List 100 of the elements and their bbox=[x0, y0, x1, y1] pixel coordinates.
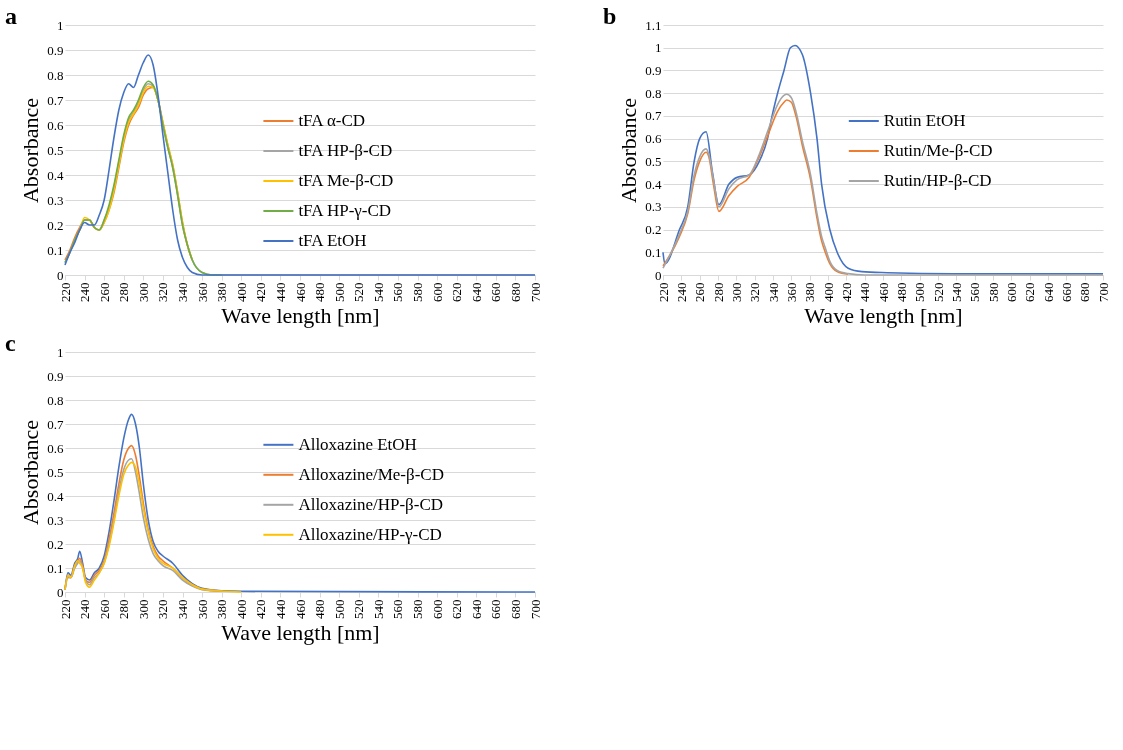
y-tick-label: 0.5 bbox=[47, 464, 64, 480]
y-axis-title: Absorbance bbox=[18, 419, 44, 526]
x-tick-label: 560 bbox=[967, 282, 983, 302]
legend-label: Alloxazine EtOH bbox=[298, 434, 417, 454]
x-tick-label: 360 bbox=[783, 282, 799, 302]
x-tick-label: 540 bbox=[370, 599, 386, 619]
x-tick-label: 360 bbox=[194, 282, 210, 302]
x-tick-label: 380 bbox=[214, 599, 230, 619]
x-tick-label: 320 bbox=[155, 599, 171, 619]
y-tick-label: 1 bbox=[57, 344, 64, 360]
x-tick-label: 280 bbox=[116, 282, 132, 302]
legend-label: tFA HP-β-CD bbox=[298, 141, 393, 160]
x-tick-label: 460 bbox=[875, 282, 891, 302]
y-tick-label: 0 bbox=[57, 584, 64, 600]
chart-title: c bbox=[5, 330, 16, 356]
x-tick-label: 460 bbox=[292, 599, 308, 619]
x-tick-label: 700 bbox=[527, 599, 543, 619]
y-tick-label: 0.6 bbox=[47, 440, 64, 456]
y-tick-label: 1 bbox=[655, 40, 662, 56]
y-tick-label: 0.9 bbox=[47, 368, 64, 384]
x-tick-label: 260 bbox=[96, 599, 112, 619]
x-tick-label: 400 bbox=[233, 282, 249, 302]
x-tick-label: 340 bbox=[765, 282, 781, 302]
y-tick-label: 0.9 bbox=[47, 42, 64, 58]
x-tick-label: 280 bbox=[710, 282, 726, 302]
y-tick-label: 0.4 bbox=[645, 176, 662, 192]
x-tick-label: 240 bbox=[673, 282, 689, 302]
y-tick-label: 0.6 bbox=[645, 131, 662, 147]
x-tick-label: 580 bbox=[410, 599, 425, 619]
x-tick-label: 220 bbox=[57, 282, 73, 302]
x-tick-label: 340 bbox=[175, 282, 190, 302]
x-tick-label: 520 bbox=[351, 599, 367, 619]
x-tick-label: 460 bbox=[292, 282, 308, 302]
x-tick-label: 400 bbox=[820, 282, 836, 302]
y-tick-label: 0.7 bbox=[47, 92, 64, 108]
x-tick-label: 580 bbox=[985, 282, 1001, 302]
y-tick-label: 0.2 bbox=[47, 536, 64, 552]
y-tick-label: 0.4 bbox=[47, 488, 64, 504]
y-tick-label: 0.8 bbox=[47, 392, 64, 408]
y-tick-label: 0.3 bbox=[645, 199, 662, 215]
chart-title: a bbox=[5, 3, 17, 29]
x-tick-label: 300 bbox=[728, 282, 744, 302]
legend-label: tFA EtOH bbox=[298, 231, 367, 250]
x-tick-label: 500 bbox=[912, 282, 928, 302]
x-tick-label: 480 bbox=[312, 599, 328, 619]
x-tick-label: 520 bbox=[351, 282, 367, 302]
x-tick-label: 220 bbox=[655, 282, 671, 302]
legend-label: tFA HP-γ-CD bbox=[298, 201, 392, 220]
x-tick-label: 400 bbox=[233, 599, 249, 619]
y-tick-label: 0.9 bbox=[645, 62, 662, 78]
x-tick-label: 680 bbox=[1077, 282, 1093, 302]
y-tick-label: 0.3 bbox=[47, 192, 64, 208]
x-tick-label: 520 bbox=[930, 282, 946, 302]
x-tick-label: 600 bbox=[1003, 282, 1019, 302]
x-axis-title: Wave length [nm] bbox=[221, 303, 380, 328]
chart-title: b bbox=[603, 3, 617, 29]
y-tick-label: 0.8 bbox=[47, 67, 64, 83]
y-axis-title: Absorbance bbox=[616, 97, 642, 204]
x-tick-label: 260 bbox=[692, 282, 708, 302]
x-tick-label: 620 bbox=[449, 282, 465, 302]
x-tick-label: 600 bbox=[429, 599, 445, 619]
x-tick-label: 480 bbox=[893, 282, 909, 302]
x-tick-label: 240 bbox=[77, 282, 93, 302]
y-tick-label: 1 bbox=[57, 17, 64, 33]
x-tick-label: 420 bbox=[253, 599, 269, 619]
y-tick-label: 0.5 bbox=[645, 153, 662, 169]
x-tick-label: 680 bbox=[507, 282, 523, 302]
x-tick-label: 220 bbox=[57, 599, 73, 619]
x-tick-label: 440 bbox=[272, 599, 288, 619]
x-tick-label: 700 bbox=[527, 282, 543, 302]
y-tick-label: 0.8 bbox=[645, 85, 662, 101]
legend-label: Rutin/HP-β-CD bbox=[883, 171, 992, 190]
legend-label: Alloxazine/HP-β-CD bbox=[298, 494, 444, 514]
x-tick-label: 660 bbox=[488, 282, 504, 302]
y-tick-label: 1.1 bbox=[645, 17, 662, 33]
x-tick-label: 700 bbox=[1095, 282, 1111, 302]
y-tick-label: 0 bbox=[655, 267, 662, 283]
y-tick-label: 0.7 bbox=[47, 416, 64, 432]
x-tick-label: 340 bbox=[175, 599, 190, 619]
y-tick-label: 0.2 bbox=[47, 217, 64, 233]
x-axis-title: Wave length [nm] bbox=[221, 620, 380, 645]
x-tick-label: 540 bbox=[370, 282, 386, 302]
x-tick-label: 320 bbox=[747, 282, 763, 302]
x-tick-label: 320 bbox=[155, 282, 171, 302]
x-tick-label: 560 bbox=[390, 599, 406, 619]
y-tick-label: 0.2 bbox=[645, 222, 662, 238]
y-tick-label: 0.6 bbox=[47, 117, 64, 133]
x-tick-label: 680 bbox=[507, 599, 523, 619]
x-tick-label: 440 bbox=[857, 282, 873, 302]
y-tick-label: 0.3 bbox=[47, 512, 64, 528]
x-tick-label: 660 bbox=[1058, 282, 1074, 302]
legend-label: Alloxazine/HP-γ-CD bbox=[298, 524, 442, 544]
x-tick-label: 260 bbox=[96, 282, 112, 302]
y-tick-label: 0.1 bbox=[47, 560, 64, 576]
y-tick-label: 0.1 bbox=[47, 242, 64, 258]
x-tick-label: 500 bbox=[331, 599, 347, 619]
y-tick-label: 0 bbox=[57, 267, 64, 283]
x-tick-label: 640 bbox=[1040, 282, 1056, 302]
legend-label: tFA Me-β-CD bbox=[298, 171, 394, 190]
x-tick-label: 240 bbox=[77, 599, 93, 619]
